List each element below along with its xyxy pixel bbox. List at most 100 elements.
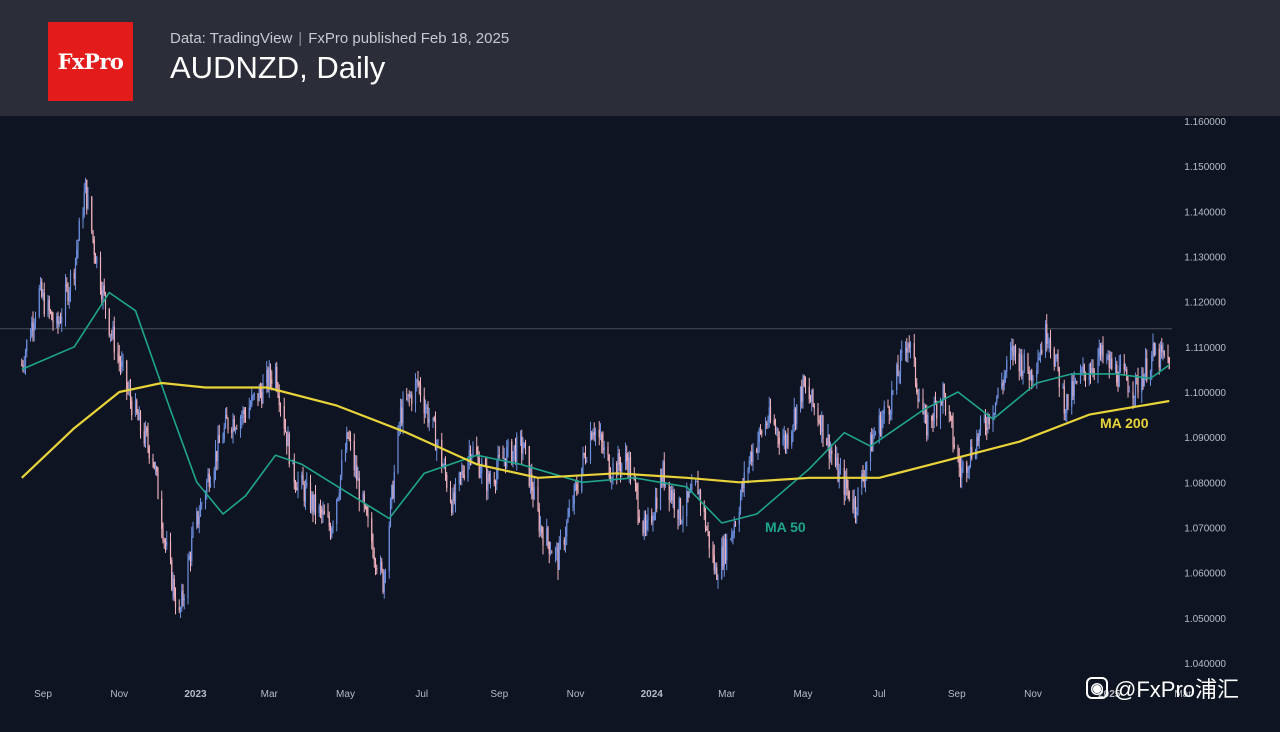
candle-body	[723, 538, 725, 567]
candle-body	[869, 434, 872, 462]
candle-body	[864, 470, 867, 482]
candle-body	[1088, 373, 1090, 380]
candle-body	[83, 192, 85, 216]
candle-body	[681, 521, 683, 523]
candle-body	[69, 272, 72, 292]
candle-body	[206, 481, 208, 494]
candle-body	[724, 538, 727, 561]
candle-body	[402, 398, 404, 424]
candle-body	[942, 384, 944, 404]
candle-body	[21, 364, 23, 366]
candle-body	[532, 490, 534, 500]
candle-body	[522, 448, 524, 454]
candle-body	[961, 467, 963, 478]
candle-body	[248, 407, 250, 418]
y-tick-label: 1.040000	[1184, 659, 1226, 670]
candle-body	[914, 358, 917, 383]
candle-body	[873, 434, 875, 437]
candle-body	[952, 421, 954, 445]
candle-body	[301, 474, 303, 480]
candle-body	[276, 366, 278, 388]
candle-body	[51, 311, 53, 320]
candle-body	[941, 400, 943, 404]
candle-body	[936, 404, 938, 419]
candle-body	[426, 406, 428, 409]
logo-text: FxPro	[57, 49, 124, 74]
x-tick-label: Mar	[718, 689, 736, 700]
candle-body	[1092, 368, 1094, 372]
candle-body	[476, 447, 478, 456]
candle-body	[313, 494, 315, 512]
candle-body	[354, 465, 357, 471]
candle-body	[388, 525, 390, 572]
candle-body	[1037, 360, 1039, 371]
candle-body	[196, 511, 198, 527]
ma50-label: MA 50	[765, 519, 806, 535]
x-tick-label: Nov	[1024, 689, 1042, 700]
candle-body	[92, 230, 94, 240]
candle-body	[551, 552, 553, 554]
y-axis: 1.160000 1.150000 1.140000 1.130000 1.120000…	[1184, 117, 1226, 670]
candle-body	[656, 497, 658, 509]
candle-body	[34, 316, 37, 324]
candle-body	[1001, 383, 1003, 389]
candle-body	[726, 539, 728, 561]
candle-body	[853, 498, 855, 510]
candle-body	[156, 466, 158, 472]
candle-body	[327, 514, 329, 517]
ma200-line	[21, 381, 1170, 484]
x-tick-label: Mar	[1174, 689, 1192, 700]
candle-body	[1064, 413, 1067, 415]
candle-body	[677, 509, 679, 520]
candle-body	[157, 471, 159, 499]
candle-body	[1006, 360, 1008, 372]
candle-body	[568, 508, 570, 517]
candle-body	[1102, 344, 1104, 358]
candle-body	[423, 396, 425, 414]
candle-body	[497, 455, 499, 470]
candle-body	[146, 427, 148, 433]
candle-body	[189, 555, 192, 562]
candle-body	[1079, 370, 1082, 383]
candle-body	[791, 431, 793, 446]
candle-body	[549, 552, 552, 554]
candle-body	[1106, 357, 1108, 359]
candle-body	[642, 521, 644, 534]
candle-body	[844, 476, 847, 495]
candle-body	[889, 413, 892, 415]
candle-body	[712, 548, 714, 556]
candle-body	[589, 432, 592, 461]
candle-body	[741, 483, 743, 497]
candle-body	[118, 355, 120, 362]
candle-body	[739, 496, 742, 513]
candle-body	[703, 505, 705, 512]
y-tick-label: 1.110000	[1185, 343, 1226, 354]
candle-body	[1107, 354, 1109, 358]
candle-body	[957, 447, 959, 458]
candle-body	[163, 540, 165, 542]
candle-body	[172, 578, 174, 590]
candle-body	[673, 492, 675, 510]
candle-body	[408, 394, 410, 397]
candle-body	[796, 404, 798, 424]
candle-body	[262, 382, 264, 404]
candle-body	[616, 463, 618, 476]
candle-body	[883, 406, 885, 414]
candle-body	[26, 339, 28, 352]
candle-body	[331, 528, 333, 538]
candle-body	[546, 527, 548, 546]
candle-body	[1093, 371, 1095, 373]
candle-body	[809, 399, 812, 403]
y-tick-label: 1.140000	[1184, 207, 1226, 218]
candle-body	[314, 494, 317, 514]
candle-body	[958, 457, 960, 468]
candle-body	[1098, 346, 1100, 358]
candle-body	[179, 608, 182, 610]
candle-body	[743, 472, 745, 488]
candle-body	[379, 561, 382, 570]
candle-body	[839, 467, 842, 471]
candle-body	[64, 284, 67, 317]
candle-body	[519, 436, 522, 438]
candle-body	[241, 416, 243, 419]
candle-body	[846, 476, 848, 489]
